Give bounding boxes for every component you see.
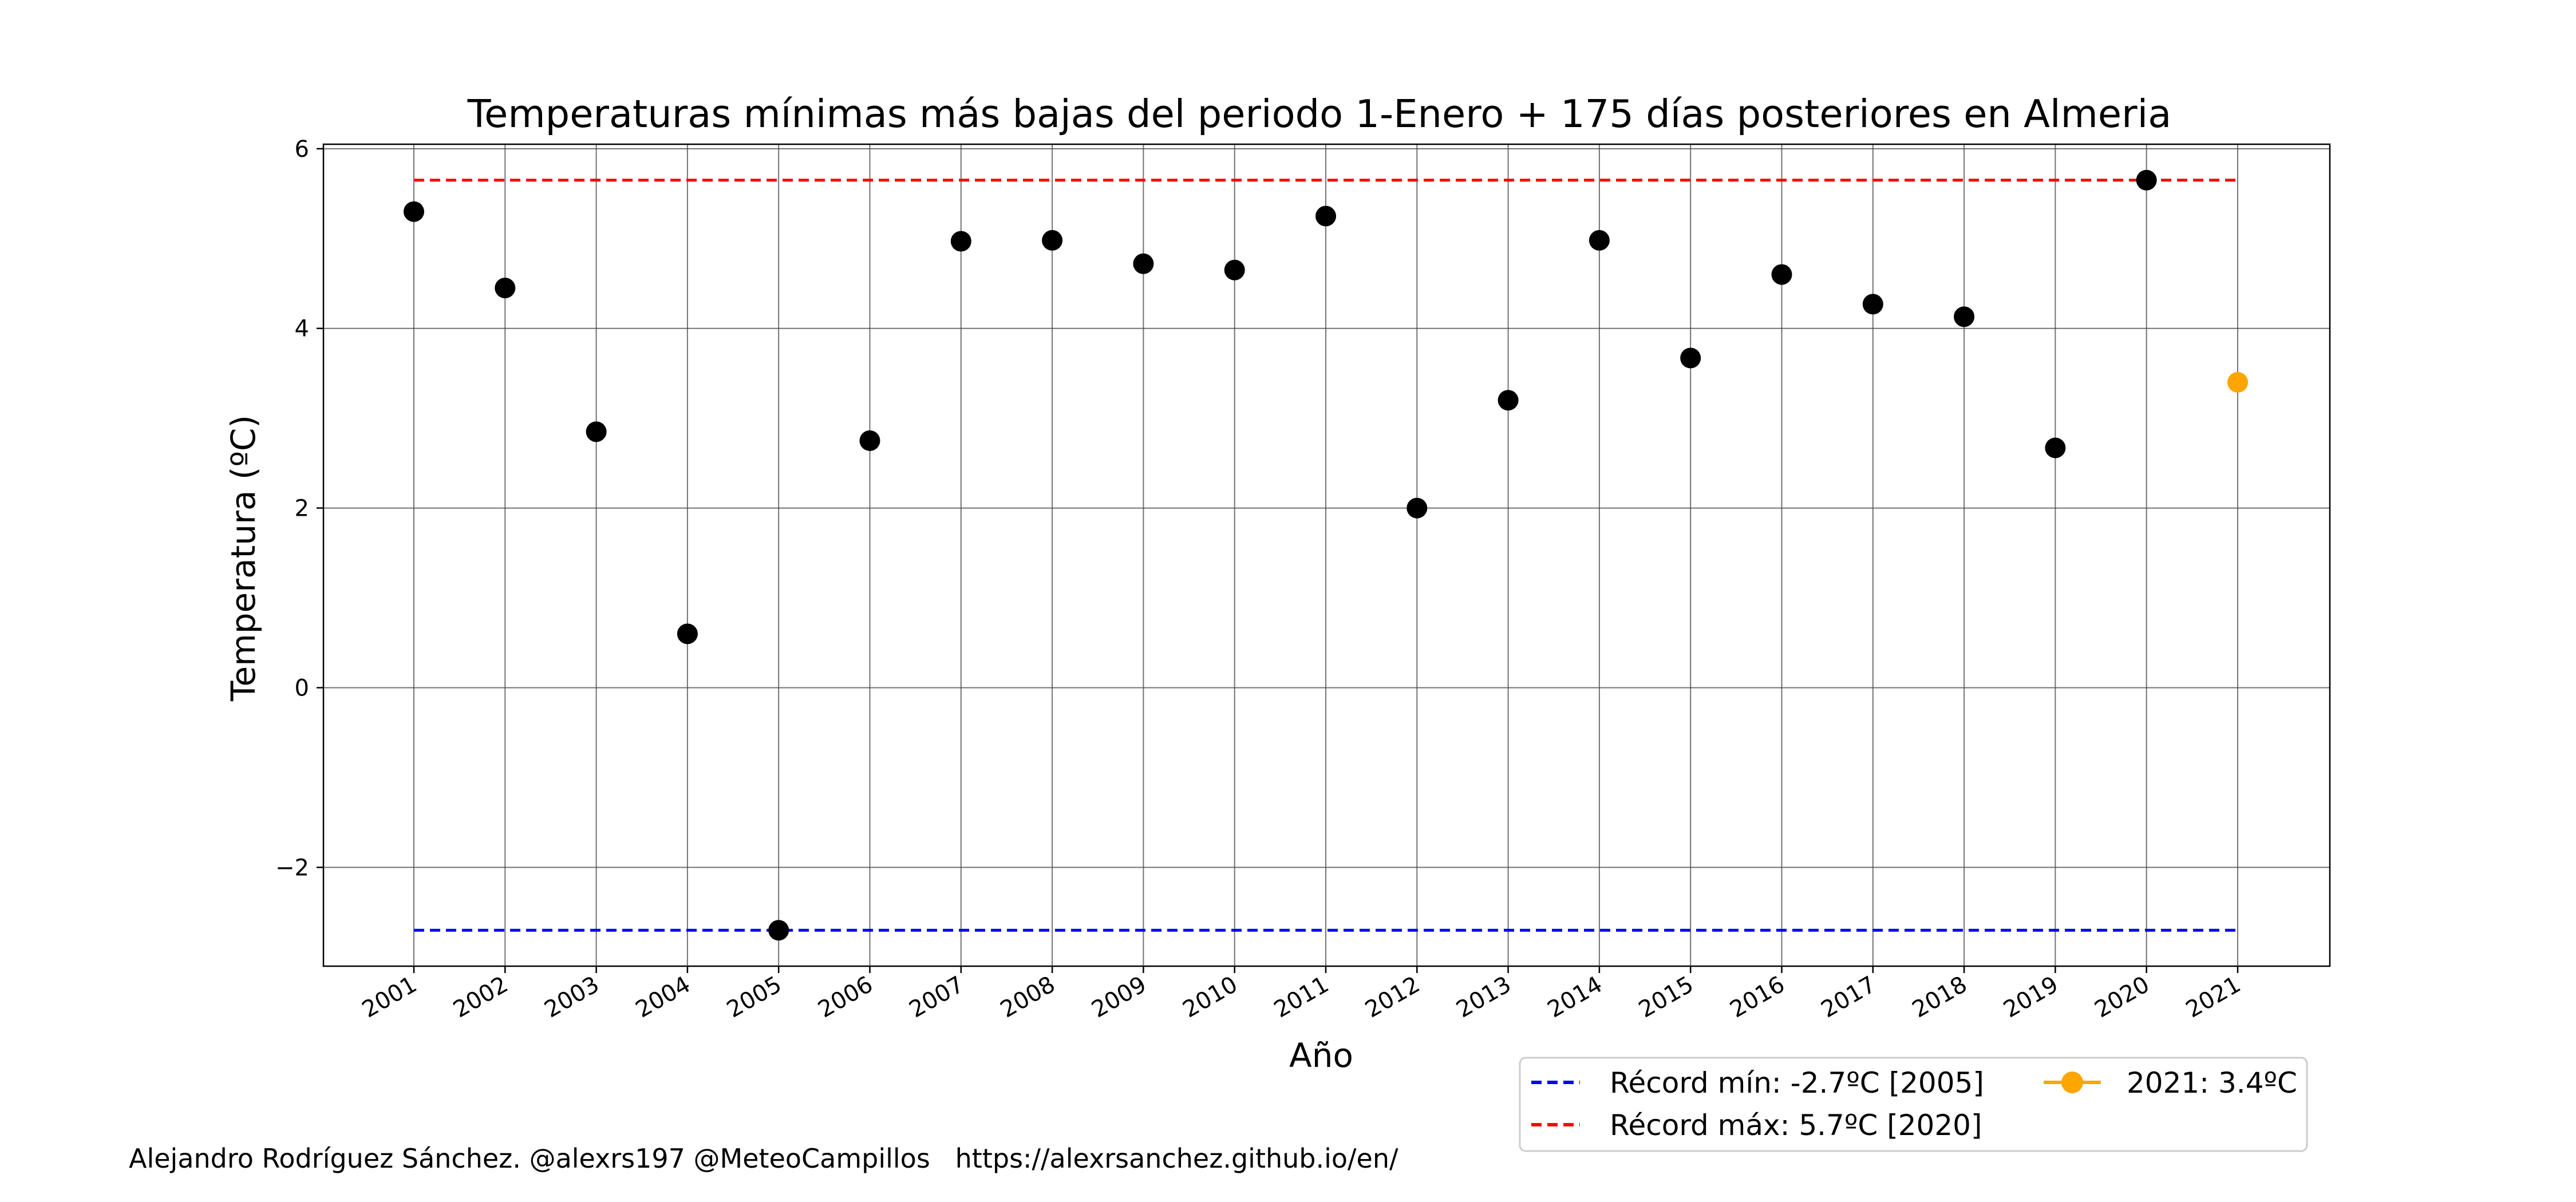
x-tick-label: 2009 bbox=[1087, 971, 1151, 1023]
x-tick-label: 2011 bbox=[1270, 971, 1333, 1023]
x-tick-label: 2003 bbox=[540, 971, 603, 1023]
x-tick-label: 2002 bbox=[449, 971, 512, 1023]
data-point bbox=[495, 278, 516, 299]
data-point bbox=[859, 430, 880, 451]
x-tick-label: 2017 bbox=[1817, 971, 1880, 1023]
x-tick-label: 2018 bbox=[1908, 971, 1971, 1023]
x-tick-label: 2015 bbox=[1634, 971, 1698, 1023]
legend-label-record-max: Récord máx: 5.7ºC [2020] bbox=[1610, 1109, 1982, 1142]
data-point bbox=[950, 231, 971, 252]
data-point bbox=[1680, 347, 1701, 369]
grid-lines bbox=[323, 144, 2330, 966]
data-point bbox=[768, 920, 789, 941]
data-point bbox=[1133, 253, 1154, 274]
x-tick-label: 2004 bbox=[631, 971, 695, 1023]
data-point bbox=[1042, 230, 1063, 251]
y-tick-label: −2 bbox=[275, 855, 309, 881]
y-tick-label: 6 bbox=[295, 136, 309, 163]
data-point bbox=[1224, 259, 1245, 280]
legend-frame bbox=[1519, 1057, 2308, 1152]
y-axis-ticks: −2 0 2 4 6 bbox=[275, 136, 323, 881]
x-tick-label: 2020 bbox=[2091, 971, 2154, 1023]
legend: Récord mín: -2.7ºC [2005] Récord máx: 5.… bbox=[1519, 1057, 2308, 1152]
x-tick-label: 2008 bbox=[996, 971, 1060, 1023]
x-axis-ticks: 2001 2002 2003 2004 2005 2006 2007 2008 2009 2010… bbox=[358, 966, 2245, 1023]
data-point-2021 bbox=[2227, 371, 2248, 393]
x-tick-label: 2013 bbox=[1452, 971, 1515, 1023]
data-point bbox=[1498, 390, 1519, 411]
legend-label-2021: 2021: 3.4ºC bbox=[2127, 1066, 2297, 1100]
data-point bbox=[2045, 437, 2066, 458]
x-tick-label: 2005 bbox=[722, 971, 786, 1023]
legend-swatch-2021-marker bbox=[2061, 1071, 2083, 1093]
data-point bbox=[1406, 497, 1428, 519]
y-axis-label: Temperatura (ºC) bbox=[224, 415, 263, 702]
x-axis-label: Año bbox=[1289, 1036, 1353, 1075]
x-tick-label: 2019 bbox=[1999, 971, 2063, 1023]
data-points bbox=[404, 169, 2248, 941]
legend-label-record-min: Récord mín: -2.7ºC [2005] bbox=[1610, 1066, 1984, 1100]
data-point bbox=[1589, 230, 1610, 251]
y-tick-label: 0 bbox=[295, 675, 309, 701]
data-point bbox=[1315, 205, 1336, 227]
data-point bbox=[586, 421, 607, 442]
x-tick-label: 2001 bbox=[358, 971, 421, 1023]
data-point bbox=[2136, 169, 2157, 191]
chart-title: Temperaturas mínimas más bajas del perio… bbox=[467, 92, 2172, 136]
data-point bbox=[404, 201, 424, 222]
y-tick-label: 4 bbox=[295, 316, 309, 342]
y-tick-label: 2 bbox=[295, 496, 309, 522]
x-tick-label: 2014 bbox=[1543, 971, 1607, 1023]
x-tick-label: 2006 bbox=[813, 971, 877, 1023]
data-point bbox=[677, 623, 698, 645]
plot-frame bbox=[322, 143, 2331, 967]
data-point bbox=[1954, 306, 1975, 327]
x-tick-label: 2012 bbox=[1361, 971, 1424, 1023]
data-point bbox=[1862, 294, 1883, 315]
data-point bbox=[1771, 264, 1792, 285]
x-tick-label: 2010 bbox=[1179, 971, 1242, 1023]
footer-credit: Alejandro Rodríguez Sánchez. @alexrs197 … bbox=[129, 1143, 1398, 1174]
x-tick-label: 2007 bbox=[905, 971, 969, 1023]
x-tick-label: 2021 bbox=[2182, 971, 2245, 1023]
x-tick-label: 2016 bbox=[1725, 971, 1789, 1023]
